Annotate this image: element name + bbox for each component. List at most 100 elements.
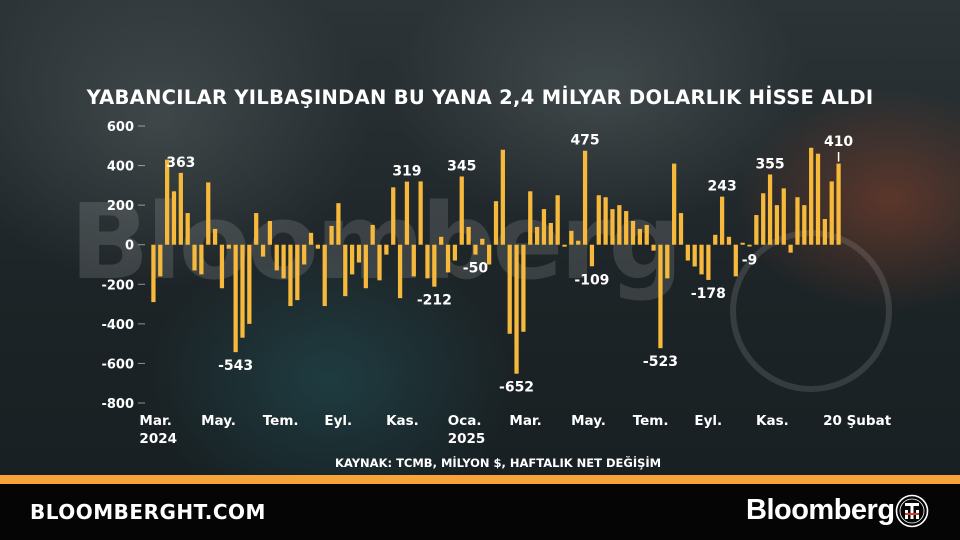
bar [665,244,670,279]
bloomberg-logo: Bloomberg [746,494,895,526]
bar [617,205,622,245]
bar [212,228,218,245]
bar [809,147,814,245]
bar [302,244,307,265]
bar [151,244,156,303]
bar [774,205,780,245]
bar [267,220,273,245]
bar [391,187,396,245]
bar [445,244,451,273]
data-label: 243 [707,179,736,195]
bar [802,205,807,245]
data-label: -109 [574,272,609,288]
bar [500,149,505,245]
x-tick-label: Mar. [139,413,171,429]
bar [644,224,649,245]
bar [377,244,382,281]
x-tick-label: Oca. [448,413,482,429]
bar [692,244,697,267]
bar [480,238,485,245]
bar [603,197,608,245]
bar [404,181,410,245]
bar [487,244,492,265]
bar [596,195,601,245]
footer: BLOOMBERGHT.COM Bloomberg [0,484,960,540]
bar [829,181,834,245]
bar [397,244,403,299]
bar [630,220,636,245]
bar [171,191,177,245]
bar [363,244,368,289]
bar [274,244,279,271]
y-tick-label: -800 [101,397,134,412]
data-label: -50 [463,261,489,277]
x-tick-label: 20 Şubat [823,413,892,429]
bar [658,244,663,349]
bar [555,195,560,245]
bar [699,244,704,275]
bar [822,218,827,245]
data-label: 363 [166,155,195,171]
bar [165,159,170,245]
bar [452,244,458,261]
bar [254,213,259,245]
bar [459,176,464,245]
bar [260,244,266,257]
bar [158,244,163,277]
y-tick-label: -400 [101,318,134,333]
bar [199,244,204,275]
bar [226,244,231,249]
data-label: -523 [643,354,678,370]
x-tick-label: Tem. [633,413,669,429]
x-tick-label: Tem. [263,413,299,429]
bar [719,196,725,245]
bar [356,244,362,263]
bar [733,244,738,277]
bar [685,244,690,261]
bar [507,244,512,334]
bar [308,232,314,245]
data-label: -652 [499,380,534,396]
bar [370,224,375,245]
data-label: -178 [691,286,726,302]
bar [336,203,341,245]
data-label: 345 [447,158,476,174]
y-tick-label: 600 [107,120,134,135]
data-label: 475 [570,133,599,149]
y-tick-label: 400 [107,160,134,175]
bar [178,172,183,245]
bar [233,244,238,353]
bar [562,244,567,247]
bar [569,230,574,245]
bar [219,244,225,289]
bar [329,225,334,245]
data-label: -543 [218,358,253,374]
bar [678,213,684,245]
bar [637,228,643,245]
bar-chart: 600 400 200 0 -200 -400 -600 -800 Mar. 2024 May. Te… [101,120,892,447]
bar [192,244,197,271]
bar [473,244,478,255]
bar [672,163,677,245]
bar [576,240,581,245]
x-tick-label: May. [201,413,236,429]
bar [761,193,766,245]
y-tick-label: -600 [101,357,134,372]
bar [534,226,540,245]
data-label: 410 [824,134,853,150]
y-tick-label: 200 [107,199,134,214]
x-tick-label: May. [571,413,606,429]
site-url[interactable]: BLOOMBERGHT.COM [30,500,266,524]
data-label: -9 [742,252,758,268]
bar [815,153,821,245]
bar [247,244,252,324]
bar [781,188,786,245]
bar [466,226,471,245]
x-tick-year-label: 2025 [448,431,486,447]
bar [281,244,286,279]
bar [836,163,841,245]
x-tick-label: Eyl. [324,413,352,429]
bar [541,209,547,245]
y-tick-label: 0 [125,239,134,254]
data-label: 355 [755,156,784,172]
